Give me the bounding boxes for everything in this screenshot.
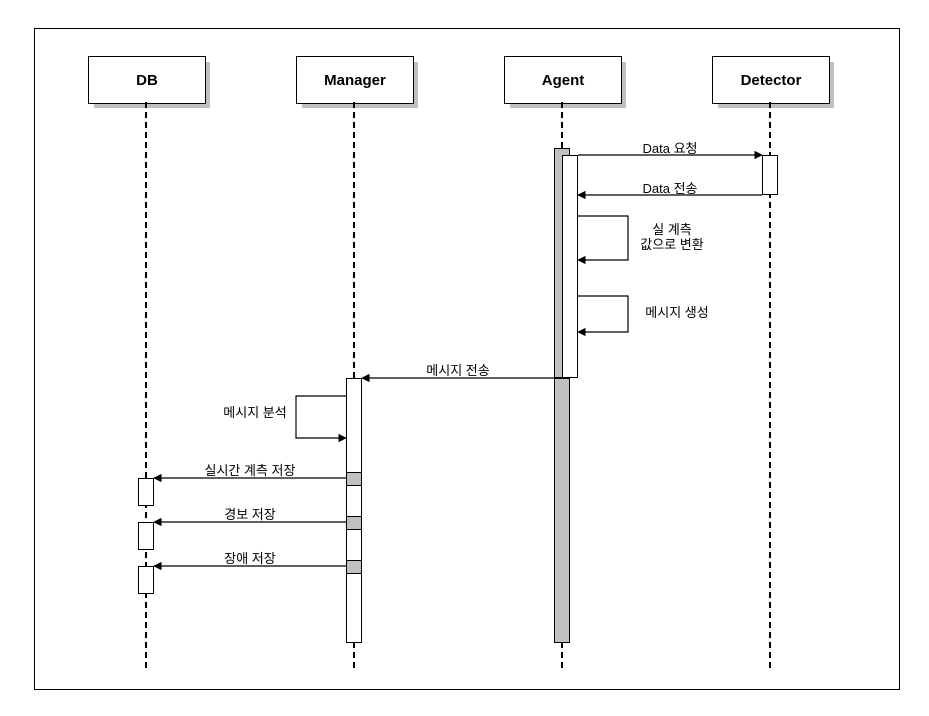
activation-db	[138, 522, 154, 550]
message-label: 경보 저장	[168, 504, 332, 523]
sequence-diagram: DB Manager Agent Detector Data 요청 Data 전…	[0, 0, 929, 716]
activation-manager-seg	[346, 516, 362, 530]
message-label-line: 실 계측값으로 변환	[640, 222, 703, 252]
activation-agent-inner	[562, 155, 578, 378]
participant-label: DB	[136, 72, 158, 89]
activation-db	[138, 478, 154, 506]
participant-agent: Agent	[504, 56, 622, 104]
activation-manager	[346, 378, 362, 643]
message-label: 메시지 분석	[210, 402, 300, 421]
participant-label: Detector	[741, 72, 802, 89]
participant-label: Agent	[542, 72, 585, 89]
activation-manager-seg	[346, 472, 362, 486]
participant-detector: Detector	[712, 56, 830, 104]
message-label: 메시지 생성	[632, 302, 722, 321]
activation-agent-lower	[554, 378, 570, 643]
message-label: Data 전송	[604, 178, 736, 197]
message-label: 메시지 전송	[396, 360, 520, 379]
message-label: 실 계측값으로 변환	[632, 222, 712, 252]
message-label: 장애 저장	[168, 548, 332, 567]
participant-db: DB	[88, 56, 206, 104]
participant-label: Manager	[324, 72, 386, 89]
message-label: 실시간 계측 저장	[168, 460, 332, 479]
activation-detector	[762, 155, 778, 195]
activation-manager-seg	[346, 560, 362, 574]
message-label: Data 요청	[604, 138, 736, 157]
activation-db	[138, 566, 154, 594]
participant-manager: Manager	[296, 56, 414, 104]
